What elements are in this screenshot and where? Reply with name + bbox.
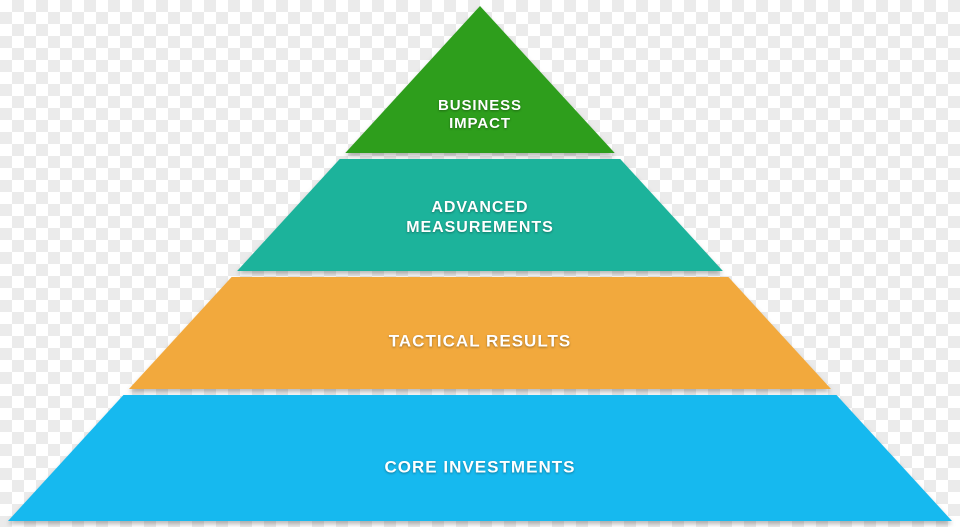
pyramid-level-business-impact: BUSINESSIMPACT <box>345 6 614 153</box>
pyramid-level-tactical-results: TACTICAL RESULTS <box>129 277 831 389</box>
pyramid-level-label: MEASUREMENTS <box>406 219 554 236</box>
pyramid-diagram: BUSINESSIMPACT ADVANCED MEASUREMENTS TACTIC… <box>0 0 960 527</box>
pyramid-level-label: IMPACT <box>449 115 511 132</box>
pyramid-level-advanced-measurements: ADVANCED MEASUREMENTS <box>237 159 723 271</box>
pyramid-level-label: BUSINESS <box>438 97 522 114</box>
pyramid-level-label: ADVANCED <box>431 199 528 216</box>
pyramid-level-label: TACTICAL RESULTS <box>389 331 572 350</box>
pyramid-level-core-investments: CORE INVESTMENTS <box>8 395 952 521</box>
pyramid-level-label: CORE INVESTMENTS <box>384 457 575 476</box>
